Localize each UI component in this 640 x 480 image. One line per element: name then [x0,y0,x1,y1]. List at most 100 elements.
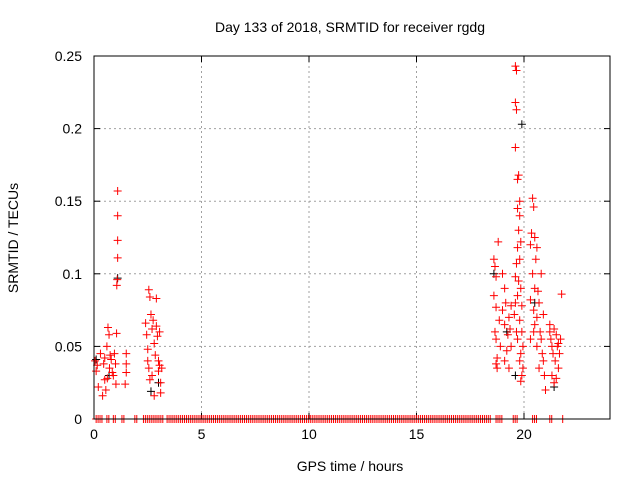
primary-point [518,364,527,373]
primary-point [100,375,109,384]
primary-point [506,324,515,333]
primary-point [498,306,507,315]
primary-point [529,203,538,212]
primary-point [156,388,165,397]
primary-point [109,371,118,380]
primary-point [122,368,131,377]
primary-point [532,243,541,252]
primary-point [93,361,102,370]
primary-point [540,371,549,380]
y-tick-label: 0 [74,411,82,427]
primary-point [517,371,526,380]
primary-point [500,356,509,365]
primary-point [537,269,546,278]
primary-point [112,281,121,290]
primary-point [110,349,119,358]
primary-point [539,310,548,319]
primary-point [91,356,100,365]
primary-point [107,355,116,364]
primary-point [151,351,160,360]
x-tick-label: 0 [90,426,98,442]
primary-point [105,330,114,339]
primary-point [529,306,538,315]
primary-point [512,66,521,75]
primary-point [555,349,564,358]
primary-point [512,259,521,268]
x-axis-label: GPS time / hours [297,458,404,474]
primary-point [98,391,107,400]
y-tick-label: 0.1 [63,266,83,282]
primary-point [501,298,510,307]
primary-point [144,285,153,294]
primary-point [533,287,542,296]
primary-point [103,323,112,332]
primary-point [512,327,521,336]
y-tick-label: 0.2 [63,121,83,137]
primary-point [493,364,502,373]
primary-point [516,237,525,246]
primary-point [94,383,103,392]
primary-point [504,364,513,373]
primary-point [511,62,520,71]
primary-point [530,320,539,329]
primary-point [535,364,544,373]
primary-point [100,354,109,363]
secondary-point [517,120,526,129]
primary-point [537,335,546,344]
primary-point [511,98,520,107]
primary-point [157,364,166,373]
primary-point [511,143,520,152]
primary-point [532,313,541,322]
primary-point [516,349,525,358]
primary-point [122,359,131,368]
primary-point [498,269,507,278]
primary-point [492,272,501,281]
primary-point [500,320,509,329]
primary-point [515,255,524,264]
y-tick-label: 0.25 [55,48,82,64]
primary-point [530,233,539,242]
primary-point [143,345,152,354]
primary-point [150,339,159,348]
primary-point [510,310,519,319]
secondary-point [146,387,155,396]
primary-point [528,269,537,278]
primary-point [113,187,122,196]
y-axis-label: SRMTID / TECUs [5,183,21,293]
primary-point [546,335,555,344]
primary-point [552,330,561,339]
primary-point [149,316,158,325]
primary-point [503,330,512,339]
primary-point [493,354,502,363]
primary-point [154,356,163,365]
primary-point [512,105,521,114]
primary-point [511,298,520,307]
primary-point [152,294,161,303]
primary-point [105,364,114,373]
primary-point [492,303,501,312]
primary-point [490,262,499,271]
primary-point [102,342,111,351]
primary-point [535,298,544,307]
primary-point [545,327,554,336]
primary-point [550,324,559,333]
primary-point [515,197,524,206]
x-tick-label: 10 [301,426,317,442]
x-tick-label: 20 [516,426,532,442]
primary-point [496,342,505,351]
primary-point [142,330,151,339]
primary-point [156,378,165,387]
data-points [91,62,567,423]
primary-point [514,277,523,286]
primary-point [545,320,554,329]
primary-point [152,322,161,331]
primary-point [515,356,524,365]
primary-point [514,226,523,235]
plot-frame [93,55,611,420]
chart-title: Day 133 of 2018, SRMTID for receiver rgd… [215,19,485,35]
primary-point [495,316,504,325]
primary-point [526,335,535,344]
primary-point [557,290,566,299]
primary-point [494,237,503,246]
secondary-point [92,355,101,364]
